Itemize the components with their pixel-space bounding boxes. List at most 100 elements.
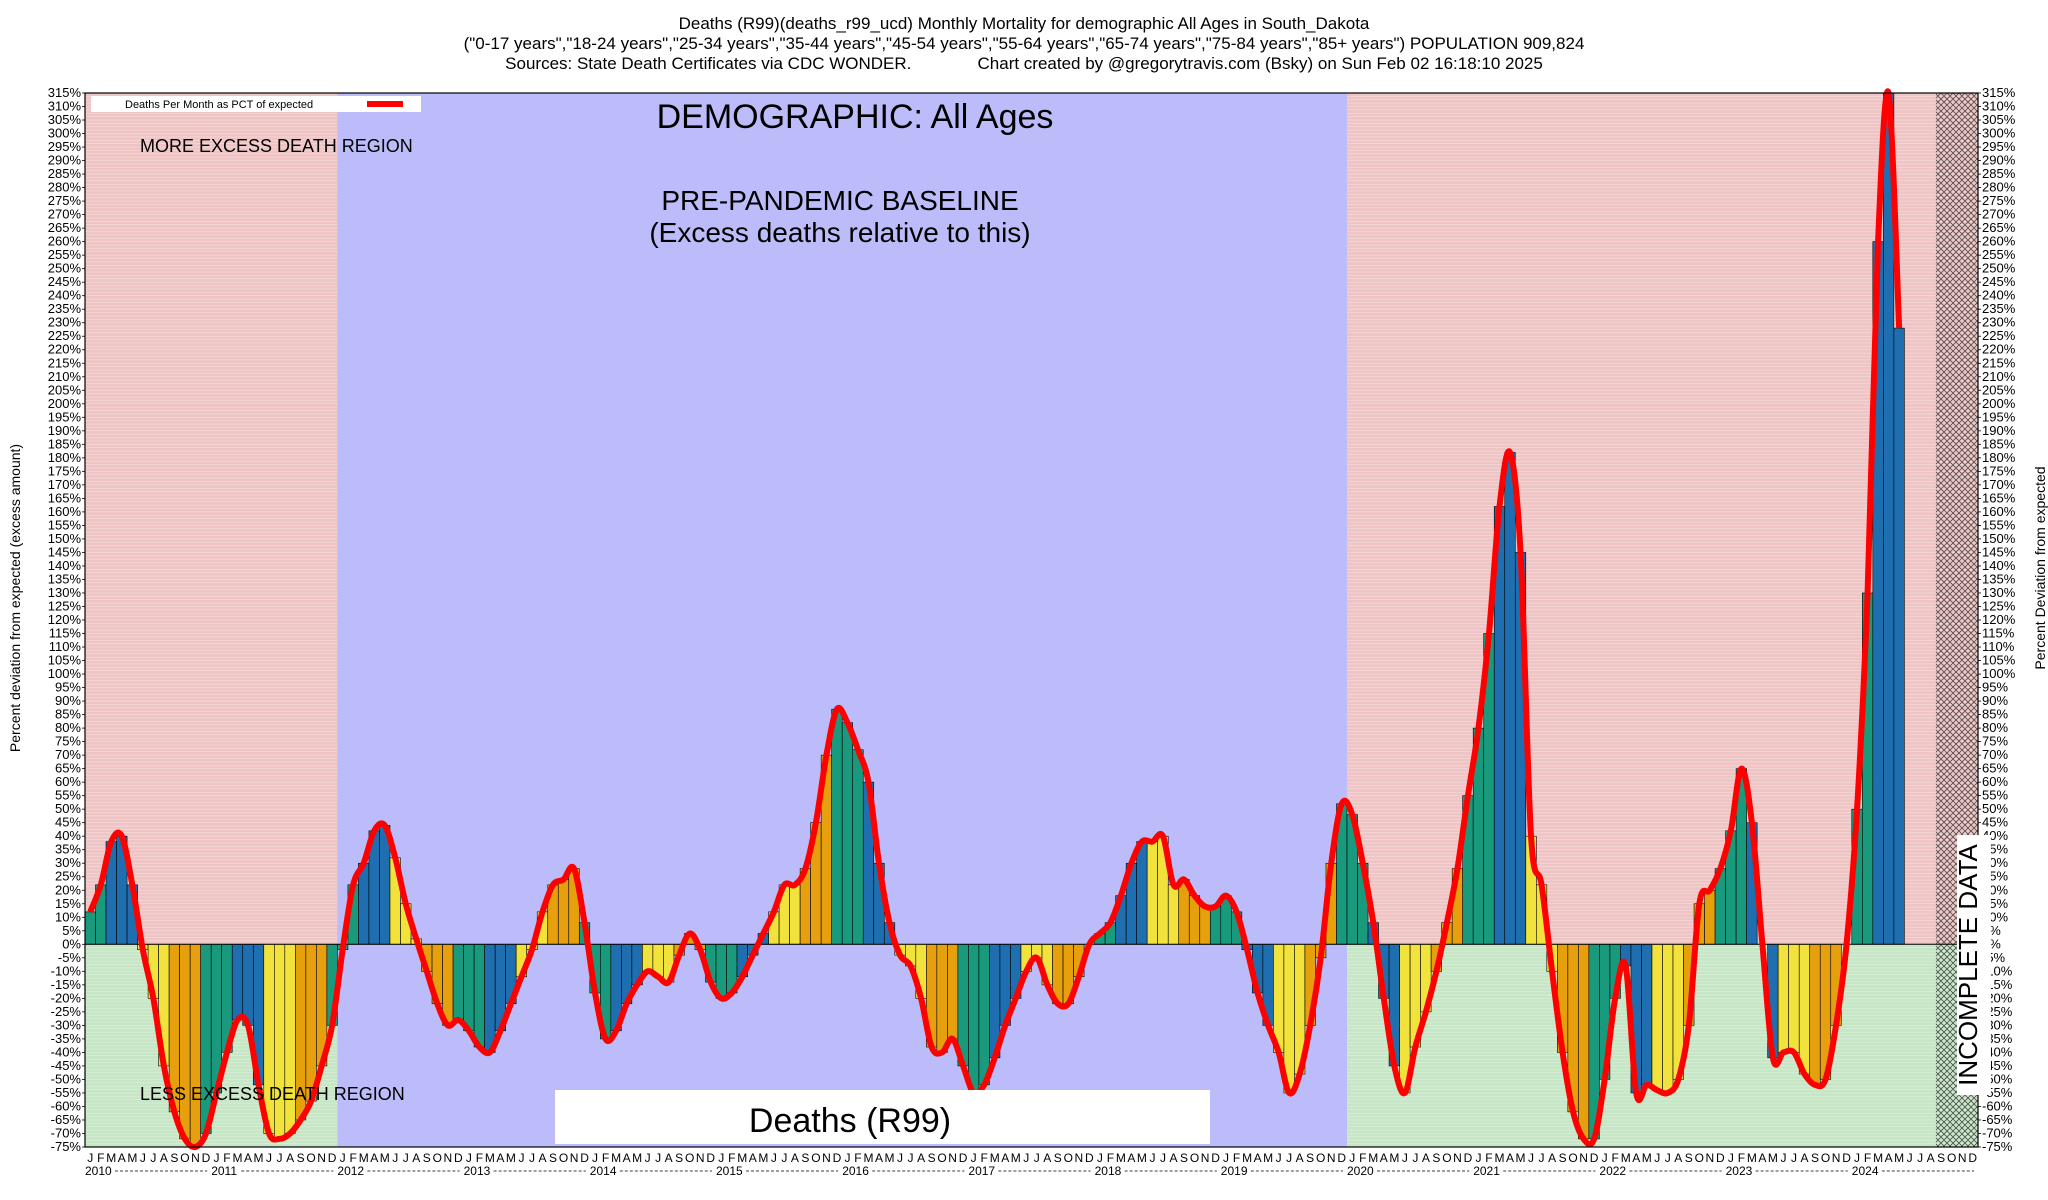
y-tick-label-right: 290% [1982,153,2016,168]
y-tick-label-right: 305% [1982,112,2016,127]
x-tick-label: O [1442,1151,1451,1165]
year-label: 2023 [1726,1164,1753,1178]
x-tick-label: S [170,1151,178,1165]
y-tick-label-left: 205% [48,382,82,397]
y-tick-label-right: 130% [1982,585,2016,600]
y-tick-label-left: 170% [48,477,82,492]
bar [242,944,254,1026]
bar [305,944,317,1102]
y-tick-label-left: -60% [51,1098,82,1113]
x-tick-label: A [665,1151,673,1165]
x-tick-label: A [1254,1151,1262,1165]
x-tick-label: A [1127,1151,1135,1165]
bar [189,944,201,1148]
x-tick-label: A [1885,1151,1893,1165]
x-tick-label: N [1958,1151,1967,1165]
x-tick-label: J [1160,1151,1166,1165]
x-tick-label: M [380,1151,390,1165]
x-tick-label: J [1602,1151,1608,1165]
y-tick-label-left: 210% [48,369,82,384]
y-tick-label-right: 145% [1982,544,2016,559]
y-tick-label-right: 175% [1982,463,2016,478]
y-tick-label-left: 115% [49,626,82,641]
x-tick-label: O [811,1151,820,1165]
chart-subtitle-2: Sources: State Death Certificates via CD… [505,54,1543,73]
demographic-label: DEMOGRAPHIC: All Ages [657,98,1054,136]
bar [179,944,191,1140]
y-tick-label-left: 220% [48,342,82,357]
x-tick-label: M [1242,1151,1252,1165]
x-tick-label: O [937,1151,946,1165]
y-tick-label-left: 235% [48,301,82,316]
chart-title: Deaths (R99)(deaths_r99_ucd) Monthly Mor… [678,14,1370,33]
x-tick-label: F [97,1151,104,1165]
x-tick-label: N [1832,1151,1841,1165]
x-tick-label: D [706,1151,715,1165]
y-tick-label-right: 260% [1982,234,2016,249]
x-tick-label: F [350,1151,357,1165]
year-label: 2011 [211,1164,237,1178]
bar [978,944,990,1086]
legend-label: Deaths Per Month as PCT of expected [125,99,313,111]
x-tick-label: O [1190,1151,1199,1165]
x-tick-label: J [1780,1151,1786,1165]
x-tick-label: S [928,1151,936,1165]
y-tick-label-right: 120% [1982,612,2016,627]
y-tick-label-right: 280% [1982,180,2016,195]
x-tick-label: A [1169,1151,1177,1165]
x-tick-label: F [1233,1151,1240,1165]
year-label: 2017 [968,1164,995,1178]
x-tick-label: M [359,1151,369,1165]
x-tick-label: J [1149,1151,1155,1165]
y-tick-label-right: 215% [1982,355,2016,370]
y-tick-label-right: 150% [1982,531,2016,546]
y-tick-label-left: 290% [48,153,82,168]
y-tick-label-right: 125% [1982,598,2016,613]
y-tick-label-right: 155% [1982,517,2016,532]
y-tick-label-left: 160% [48,504,82,519]
y-tick-label-left: 10% [55,909,81,924]
y-tick-label-right: 300% [1982,126,2016,141]
y-tick-label-left: -25% [51,1004,82,1019]
x-tick-label: D [1590,1151,1599,1165]
y-tick-label-left: 145% [48,544,82,559]
y-tick-label-left: 100% [48,666,82,681]
x-tick-label: M [1368,1151,1378,1165]
y-tick-label-left: 240% [48,288,82,303]
year-label: 2018 [1095,1164,1122,1178]
y-tick-label-left: 75% [55,734,81,749]
x-tick-label: J [1412,1151,1418,1165]
y-tick-label-left: 285% [48,166,82,181]
year-label: 2021 [1473,1164,1500,1178]
bottom-label: Deaths (R99) [749,1102,951,1140]
x-tick-label: A [118,1151,126,1165]
x-tick-label: J [1528,1151,1534,1165]
y-tick-label-left: 5% [62,923,81,938]
y-tick-label-left: 140% [48,558,82,573]
x-tick-label: J [645,1151,651,1165]
x-tick-label: J [1791,1151,1797,1165]
x-tick-label: M [1137,1151,1147,1165]
x-tick-label: D [1211,1151,1220,1165]
x-tick-label: S [1811,1151,1819,1165]
x-tick-label: M [1894,1151,1904,1165]
x-tick-label: J [1728,1151,1734,1165]
x-tick-label: A [1632,1151,1640,1165]
x-tick-label: O [1568,1151,1577,1165]
x-tick-label: M [1516,1151,1526,1165]
x-tick-label: J [844,1151,850,1165]
y-tick-label-right: 70% [1982,747,2008,762]
bar [1798,944,1811,1075]
bar [452,944,464,1021]
y-tick-label-left: -50% [51,1071,82,1086]
more-region-label: MORE EXCESS DEATH REGION [140,136,413,156]
y-tick-label-left: 120% [48,612,82,627]
y-tick-label-left: 255% [48,247,82,262]
x-tick-label: A [370,1151,378,1165]
bar [831,708,843,945]
y-tick-label-left: 180% [48,450,82,465]
x-tick-label: A [917,1151,925,1165]
year-label: 2013 [464,1164,491,1178]
x-tick-label: M [1389,1151,1399,1165]
